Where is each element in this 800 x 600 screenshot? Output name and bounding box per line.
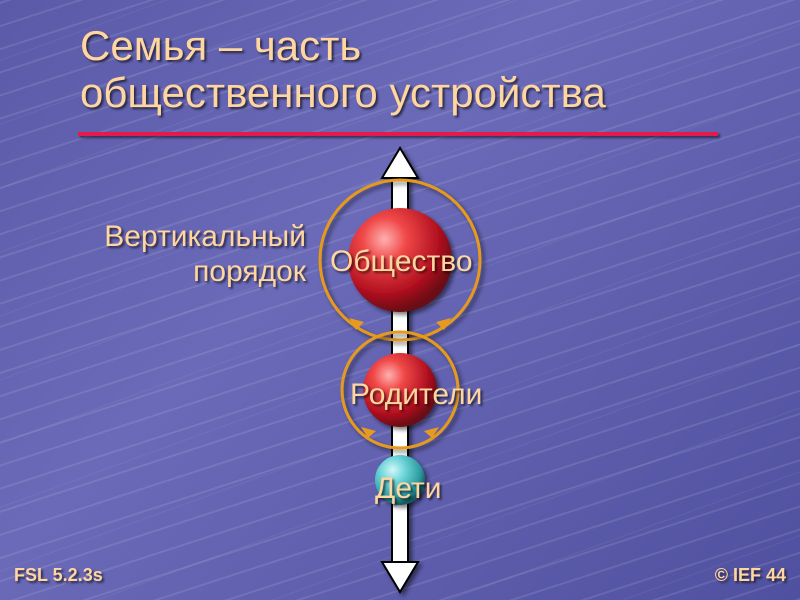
footer-left: FSL 5.2.3s: [14, 565, 103, 586]
hierarchy-diagram: [0, 0, 800, 600]
side-label: Вертикальный порядок: [86, 220, 306, 289]
parents-label: Родители: [350, 378, 482, 412]
society-label: Общество: [330, 245, 473, 279]
slide: Семья – часть общественного устройства: [0, 0, 800, 600]
footer-right: © IEF 44: [715, 565, 786, 586]
side-label-line1: Вертикальный: [104, 220, 306, 253]
children-label: Дети: [375, 472, 442, 506]
side-label-line2: порядок: [193, 255, 306, 288]
